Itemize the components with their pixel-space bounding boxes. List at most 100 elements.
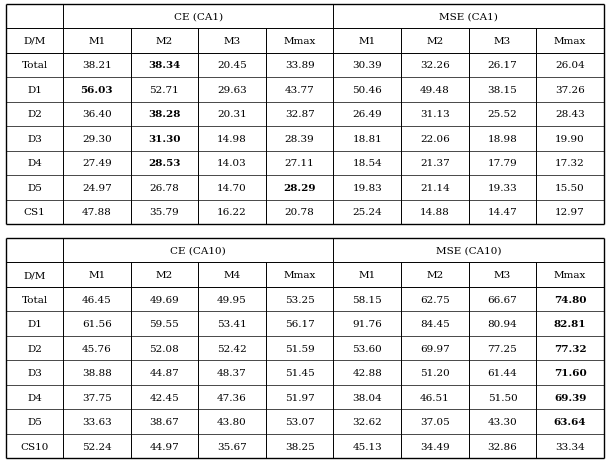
- Text: 17.32: 17.32: [555, 159, 585, 168]
- Text: 17.79: 17.79: [487, 159, 517, 168]
- Text: Mmax: Mmax: [284, 270, 316, 280]
- Text: 26.04: 26.04: [555, 61, 585, 70]
- Text: D2: D2: [27, 344, 42, 353]
- Text: 51.20: 51.20: [420, 368, 450, 377]
- Text: 51.97: 51.97: [285, 393, 315, 402]
- Text: 20.78: 20.78: [285, 208, 315, 217]
- Text: 32.26: 32.26: [420, 61, 450, 70]
- Text: 44.87: 44.87: [149, 368, 179, 377]
- Text: 91.76: 91.76: [353, 319, 382, 328]
- Text: D/M: D/M: [23, 37, 46, 46]
- Text: 82.81: 82.81: [554, 319, 586, 328]
- Text: 51.59: 51.59: [285, 344, 315, 353]
- Text: 19.90: 19.90: [555, 135, 585, 144]
- Text: 31.30: 31.30: [148, 135, 181, 144]
- Text: M2: M2: [156, 37, 173, 46]
- Text: 49.95: 49.95: [217, 295, 247, 304]
- Text: 20.45: 20.45: [217, 61, 247, 70]
- Text: 38.25: 38.25: [285, 442, 315, 450]
- Text: 44.97: 44.97: [149, 442, 179, 450]
- Text: 31.13: 31.13: [420, 110, 450, 119]
- Text: 43.80: 43.80: [217, 417, 247, 426]
- Text: 53.60: 53.60: [353, 344, 382, 353]
- Text: 14.03: 14.03: [217, 159, 247, 168]
- Text: 46.45: 46.45: [82, 295, 112, 304]
- Text: M4: M4: [223, 270, 240, 280]
- Text: 14.47: 14.47: [487, 208, 517, 217]
- Text: 33.89: 33.89: [285, 61, 315, 70]
- Text: 18.98: 18.98: [487, 135, 517, 144]
- Text: 24.97: 24.97: [82, 183, 112, 193]
- Text: 51.45: 51.45: [285, 368, 315, 377]
- Text: D1: D1: [27, 319, 42, 328]
- Text: 53.41: 53.41: [217, 319, 247, 328]
- Text: 61.44: 61.44: [487, 368, 517, 377]
- Text: CE (CA10): CE (CA10): [170, 246, 226, 255]
- Text: 48.37: 48.37: [217, 368, 247, 377]
- Text: 61.56: 61.56: [82, 319, 112, 328]
- Text: 37.26: 37.26: [555, 86, 585, 95]
- Text: M2: M2: [426, 270, 443, 280]
- Text: MSE (CA1): MSE (CA1): [439, 13, 498, 21]
- Text: 47.88: 47.88: [82, 208, 112, 217]
- Text: 12.97: 12.97: [555, 208, 585, 217]
- Text: D3: D3: [27, 368, 42, 377]
- Text: 51.50: 51.50: [487, 393, 517, 402]
- Text: 49.69: 49.69: [149, 295, 179, 304]
- Text: Mmax: Mmax: [554, 270, 586, 280]
- Text: 56.17: 56.17: [285, 319, 315, 328]
- Text: 25.52: 25.52: [487, 110, 517, 119]
- Text: MSE (CA10): MSE (CA10): [436, 246, 501, 255]
- Text: 47.36: 47.36: [217, 393, 247, 402]
- Text: 38.67: 38.67: [149, 417, 179, 426]
- Text: CE (CA1): CE (CA1): [174, 13, 223, 21]
- Text: 45.13: 45.13: [353, 442, 382, 450]
- Text: 28.29: 28.29: [284, 183, 316, 193]
- Text: 19.83: 19.83: [353, 183, 382, 193]
- Text: 52.08: 52.08: [149, 344, 179, 353]
- Text: Mmax: Mmax: [554, 37, 586, 46]
- Text: 29.30: 29.30: [82, 135, 112, 144]
- Text: D2: D2: [27, 110, 42, 119]
- Text: 19.33: 19.33: [487, 183, 517, 193]
- Text: M3: M3: [223, 37, 240, 46]
- Text: 43.77: 43.77: [285, 86, 315, 95]
- Text: 29.63: 29.63: [217, 86, 247, 95]
- Text: 43.30: 43.30: [487, 417, 517, 426]
- Text: 59.55: 59.55: [149, 319, 179, 328]
- Text: 25.24: 25.24: [353, 208, 382, 217]
- Text: D1: D1: [27, 86, 42, 95]
- Text: 46.51: 46.51: [420, 393, 450, 402]
- Text: D3: D3: [27, 135, 42, 144]
- Text: 28.53: 28.53: [148, 159, 181, 168]
- Text: 56.03: 56.03: [81, 86, 113, 95]
- Text: 33.63: 33.63: [82, 417, 112, 426]
- Text: 77.25: 77.25: [487, 344, 517, 353]
- Text: 21.14: 21.14: [420, 183, 450, 193]
- Text: M1: M1: [359, 37, 376, 46]
- Text: 32.87: 32.87: [285, 110, 315, 119]
- Text: 62.75: 62.75: [420, 295, 450, 304]
- Text: M3: M3: [494, 270, 511, 280]
- Text: 45.76: 45.76: [82, 344, 112, 353]
- Text: 38.28: 38.28: [148, 110, 181, 119]
- Text: 53.25: 53.25: [285, 295, 315, 304]
- Text: 33.34: 33.34: [555, 442, 585, 450]
- Text: D5: D5: [27, 417, 42, 426]
- Text: 32.86: 32.86: [487, 442, 517, 450]
- Text: M2: M2: [426, 37, 443, 46]
- Text: 53.07: 53.07: [285, 417, 315, 426]
- Text: 28.43: 28.43: [555, 110, 585, 119]
- Text: 14.98: 14.98: [217, 135, 247, 144]
- Text: 80.94: 80.94: [487, 319, 517, 328]
- Text: 36.40: 36.40: [82, 110, 112, 119]
- Text: 77.32: 77.32: [554, 344, 586, 353]
- Text: CS1: CS1: [24, 208, 45, 217]
- Text: 27.49: 27.49: [82, 159, 112, 168]
- Text: 28.39: 28.39: [285, 135, 315, 144]
- Text: 42.45: 42.45: [149, 393, 179, 402]
- Text: 58.15: 58.15: [353, 295, 382, 304]
- Text: 20.31: 20.31: [217, 110, 247, 119]
- Text: CS10: CS10: [20, 442, 49, 450]
- Text: 71.60: 71.60: [554, 368, 586, 377]
